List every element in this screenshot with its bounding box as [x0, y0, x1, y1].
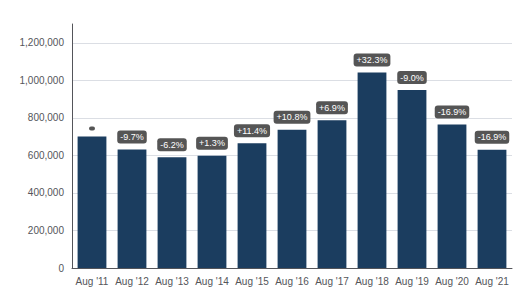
svg-text:200,000: 200,000	[28, 225, 65, 236]
svg-text:-6.2%: -6.2%	[160, 140, 184, 150]
svg-text:+10.8%: +10.8%	[277, 112, 308, 122]
svg-text:+6.9%: +6.9%	[319, 103, 345, 113]
svg-text:-9.0%: -9.0%	[400, 73, 424, 83]
svg-text:1,000,000: 1,000,000	[20, 75, 65, 86]
svg-text:Aug '20: Aug '20	[435, 276, 469, 287]
svg-text:Aug '21: Aug '21	[475, 276, 509, 287]
svg-text:Aug '14: Aug '14	[195, 276, 229, 287]
svg-text:Aug '17: Aug '17	[315, 276, 349, 287]
svg-text:1,200,000: 1,200,000	[20, 37, 65, 48]
svg-text:Aug '13: Aug '13	[155, 276, 189, 287]
svg-text:-16.9%: -16.9%	[478, 132, 507, 142]
svg-text:Aug '19: Aug '19	[395, 276, 429, 287]
svg-text:Aug '11: Aug '11	[76, 276, 109, 287]
svg-text:+1.3%: +1.3%	[199, 138, 225, 148]
svg-text:-16.9%: -16.9%	[438, 107, 467, 117]
svg-text:-9.7%: -9.7%	[120, 132, 144, 142]
svg-text:Aug '16: Aug '16	[275, 276, 309, 287]
svg-text:Aug '18: Aug '18	[355, 276, 389, 287]
svg-text:600,000: 600,000	[28, 150, 65, 161]
svg-text:400,000: 400,000	[28, 187, 65, 198]
svg-text:800,000: 800,000	[28, 112, 65, 123]
svg-text:+32.3%: +32.3%	[357, 55, 388, 65]
svg-text:0: 0	[58, 263, 64, 274]
svg-text:Aug '15: Aug '15	[235, 276, 269, 287]
svg-text:+11.4%: +11.4%	[237, 126, 267, 136]
svg-text:Aug '12: Aug '12	[115, 276, 149, 287]
